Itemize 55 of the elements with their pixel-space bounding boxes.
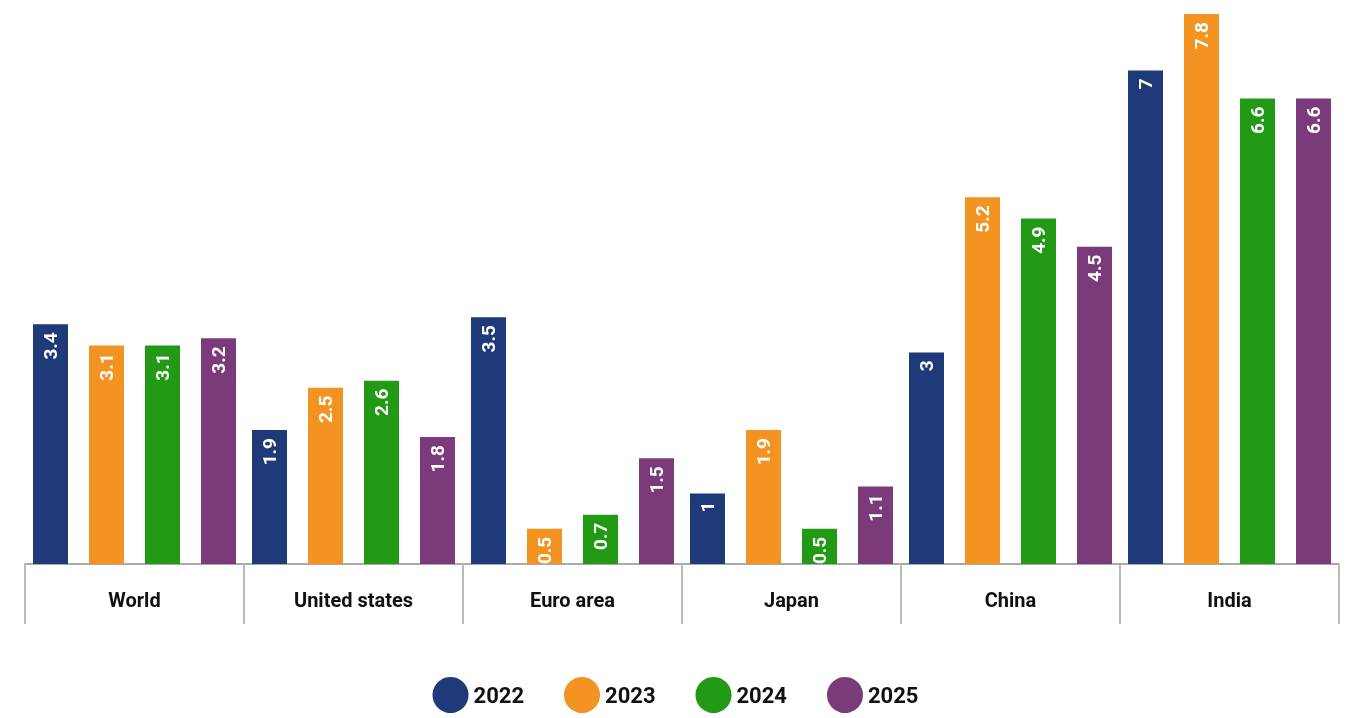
x-tick-label: China <box>984 588 1037 612</box>
data-label: 1.9 <box>752 438 775 466</box>
bar <box>89 345 124 564</box>
data-label: 4.9 <box>1027 226 1050 254</box>
data-label: 2.6 <box>370 388 393 416</box>
bar <box>858 486 893 564</box>
data-label: 3.2 <box>207 346 230 374</box>
legend-label: 2025 <box>867 682 919 708</box>
data-label: 2.5 <box>314 395 337 424</box>
data-label: 3.1 <box>95 353 118 381</box>
x-tick-label: Euro area <box>530 588 616 612</box>
x-tick-label: India <box>1207 588 1252 612</box>
data-label: 4.5 <box>1083 254 1106 282</box>
bar <box>1296 98 1331 564</box>
data-label: 3.4 <box>39 332 62 360</box>
data-label: 0.5 <box>533 536 556 565</box>
bar <box>33 324 68 564</box>
x-tick-label: Japan <box>763 588 820 612</box>
data-label: 6.6 <box>1302 106 1325 134</box>
data-label: 3.5 <box>477 325 500 353</box>
data-label: 5.2 <box>971 205 994 233</box>
bar <box>965 197 1000 564</box>
x-tick-label: United states <box>293 588 414 612</box>
data-label: 1.9 <box>258 438 281 466</box>
legend-label: 2024 <box>736 682 788 708</box>
bar <box>471 317 506 564</box>
bar <box>364 380 399 564</box>
bar <box>1021 218 1056 564</box>
bar <box>145 345 180 564</box>
data-label: 1.5 <box>645 466 668 494</box>
legend-label: 2023 <box>605 682 656 708</box>
data-label: 3.1 <box>151 353 174 381</box>
bar <box>1128 70 1163 564</box>
data-label: 3 <box>915 360 938 372</box>
data-label: 1.8 <box>426 444 449 473</box>
bar <box>909 352 944 564</box>
bar <box>308 387 343 564</box>
bar <box>420 437 455 564</box>
bar <box>1240 98 1275 564</box>
bar <box>690 493 725 564</box>
bar <box>639 458 674 564</box>
data-label: 7.8 <box>1190 21 1213 50</box>
data-label: 0.5 <box>808 536 831 565</box>
bar <box>746 430 781 564</box>
bar <box>1184 14 1219 564</box>
data-label: 1 <box>696 501 719 513</box>
data-label: 1.1 <box>864 494 887 522</box>
x-tick-label: World <box>108 588 161 612</box>
bar <box>201 338 236 564</box>
bar <box>252 430 287 564</box>
data-label: 0.7 <box>589 522 612 550</box>
bar <box>1077 246 1112 564</box>
legend-label: 2022 <box>473 682 525 708</box>
data-label: 7 <box>1134 78 1157 90</box>
data-label: 6.6 <box>1246 106 1269 134</box>
